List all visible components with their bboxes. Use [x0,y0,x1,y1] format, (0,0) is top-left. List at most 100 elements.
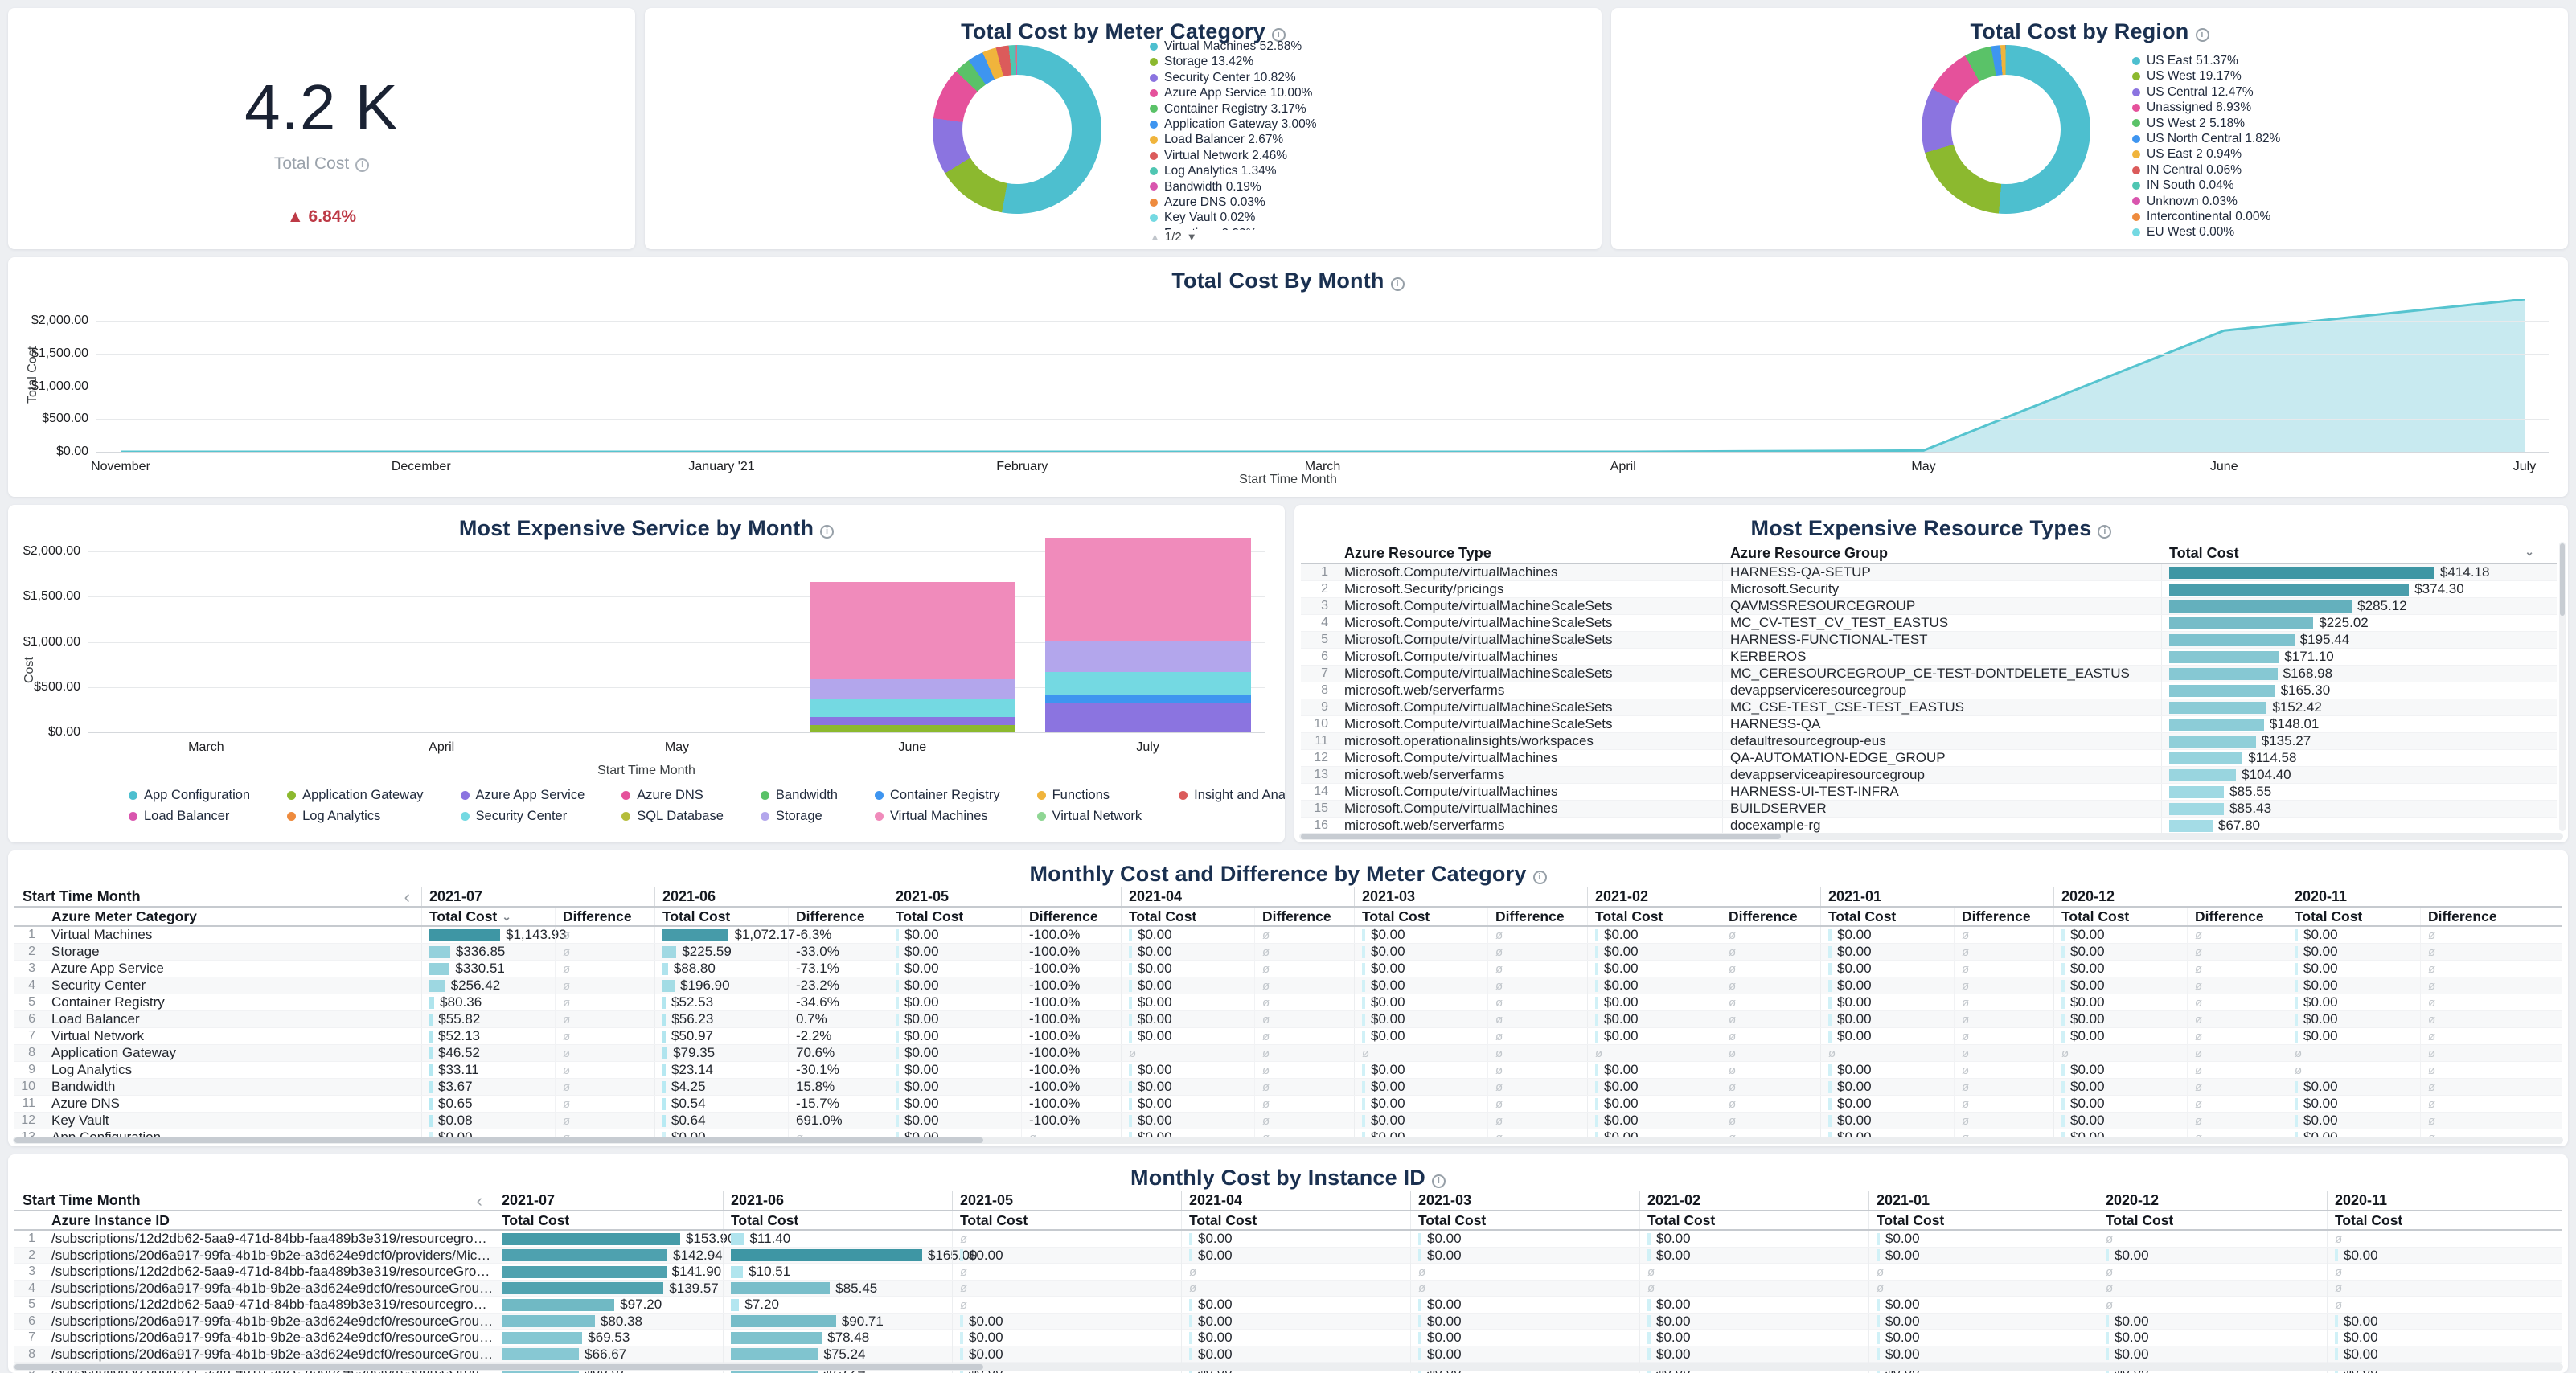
cost-bar[interactable] [2061,1031,2065,1043]
month-header[interactable]: 2021-06 [654,887,888,906]
legend-item[interactable]: IN Central 0.06% [2132,162,2280,178]
cost-bar[interactable] [1595,1098,1598,1110]
cost-bar[interactable] [429,1098,433,1110]
cost-bar[interactable] [960,1348,963,1360]
cost-bar[interactable] [2169,736,2256,748]
horizontal-scrollbar[interactable] [1299,833,2563,840]
diff-col-header[interactable]: Difference [788,908,888,925]
legend-item[interactable]: Bandwidth 0.19% [1150,179,1317,195]
legend-item[interactable]: US East 2 0.94% [2132,146,2280,162]
area-chart-plot[interactable]: NovemberDecemberJanuary '21FebruaryMarch… [96,299,2549,464]
cost-bar[interactable] [1828,946,1832,958]
legend-item[interactable]: Log Analytics [287,809,423,824]
cost-bar[interactable] [1362,1115,1365,1127]
cost-bar[interactable] [662,929,728,941]
legend-item[interactable]: Unassigned 8.93% [2132,100,2280,115]
cost-bar[interactable] [1828,1014,1832,1026]
month-header[interactable]: 2021-07 [421,887,654,906]
legend-item[interactable]: US West 19.17% [2132,68,2280,84]
cost-bar[interactable] [1129,1031,1132,1043]
month-header[interactable]: 2021-03 [1410,1191,1639,1210]
month-header[interactable]: 2021-03 [1354,887,1587,906]
cost-bar[interactable] [2295,1031,2298,1043]
cost-bar[interactable] [502,1315,595,1327]
cost-bar[interactable] [502,1348,579,1360]
legend-item[interactable]: Security Center 10.82% [1150,70,1317,85]
cost-bar[interactable] [1828,1031,1832,1043]
scrollbar-thumb[interactable] [14,1364,983,1370]
cost-bar[interactable] [896,980,899,992]
cost-bar[interactable] [1129,997,1132,1009]
legend-item[interactable]: Azure App Service 10.00% [1150,85,1317,100]
cost-col-header[interactable]: Total Cost⌄ [421,908,555,925]
cost-bar[interactable] [2169,668,2278,680]
cost-bar[interactable] [662,1115,666,1127]
cost-bar[interactable] [1595,1064,1598,1076]
bar-segment[interactable] [1045,672,1251,695]
cost-bar[interactable] [662,963,668,975]
legend-item[interactable]: SQL Database [621,809,724,824]
legend-item[interactable]: Load Balancer [129,809,250,824]
area-series[interactable] [96,299,2549,464]
cost-bar[interactable] [429,1014,433,1026]
cost-bar[interactable] [731,1233,744,1245]
cost-bar[interactable] [1647,1233,1651,1245]
cost-bar[interactable] [731,1348,818,1360]
cost-bar[interactable] [2061,1115,2065,1127]
cost-bar[interactable] [1595,1081,1598,1093]
cost-bar[interactable] [2061,980,2065,992]
stacked-bar[interactable] [810,582,1015,732]
cost-bar[interactable] [1828,963,1832,975]
pager-up-icon[interactable]: ▲ [1150,231,1160,243]
cost-bar[interactable] [1595,997,1598,1009]
bar-segment[interactable] [1045,703,1251,732]
cost-bar[interactable] [2169,719,2264,731]
diff-col-header[interactable]: Difference [1254,908,1354,925]
cost-bar[interactable] [1877,1299,1880,1311]
cost-bar[interactable] [1362,963,1365,975]
cost-bar[interactable] [1418,1348,1421,1360]
bar-segment[interactable] [1045,538,1251,641]
cost-bar[interactable] [1828,1081,1832,1093]
cost-bar[interactable] [429,1081,433,1093]
cost-bar[interactable] [731,1332,822,1344]
cost-bar[interactable] [1828,1115,1832,1127]
cost-bar[interactable] [1828,1064,1832,1076]
cost-bar[interactable] [1362,1098,1365,1110]
cost-col-header[interactable]: Total Cost [723,1211,952,1229]
cost-bar[interactable] [1418,1332,1421,1344]
cost-bar[interactable] [1362,1014,1365,1026]
sort-chevron-icon[interactable]: ⌄ [2525,545,2534,559]
cost-bar[interactable] [429,997,434,1009]
cost-bar[interactable] [1189,1315,1192,1327]
cost-bar[interactable] [2295,1081,2298,1093]
cost-col-header[interactable]: Total Cost [1587,908,1721,925]
cost-bar[interactable] [1189,1348,1192,1360]
month-nav-back-icon[interactable]: ‹ [404,893,410,901]
cost-bar[interactable] [1129,1098,1132,1110]
month-header[interactable]: 2021-01 [1820,887,2053,906]
cost-bar[interactable] [1595,1014,1598,1026]
cost-bar[interactable] [662,1098,666,1110]
cost-bar[interactable] [960,1249,963,1261]
cost-bar[interactable] [429,946,450,958]
legend-item[interactable]: Functions [1037,788,1142,803]
cost-bar[interactable] [2335,1332,2338,1344]
cost-col-header[interactable]: Total Cost [654,908,788,925]
cost-bar[interactable] [2169,584,2409,596]
cost-bar[interactable] [960,1332,963,1344]
cost-bar[interactable] [1189,1299,1192,1311]
legend-item[interactable]: Unknown 0.03% [2132,194,2280,209]
cost-col-header[interactable]: Total Cost [2287,908,2420,925]
month-header[interactable]: 2020-11 [2327,1191,2556,1210]
column-header[interactable]: Azure Resource Group [1722,545,2161,562]
cost-bar[interactable] [1647,1249,1651,1261]
cost-bar[interactable] [731,1249,922,1261]
cost-bar[interactable] [1362,1031,1365,1043]
legend-item[interactable]: US Central 12.47% [2132,84,2280,100]
cost-bar[interactable] [1362,980,1365,992]
legend-item[interactable]: Virtual Network [1037,809,1142,824]
cost-bar[interactable] [2169,634,2295,646]
diff-col-header[interactable]: Difference [2420,908,2520,925]
cost-bar[interactable] [1418,1249,1421,1261]
